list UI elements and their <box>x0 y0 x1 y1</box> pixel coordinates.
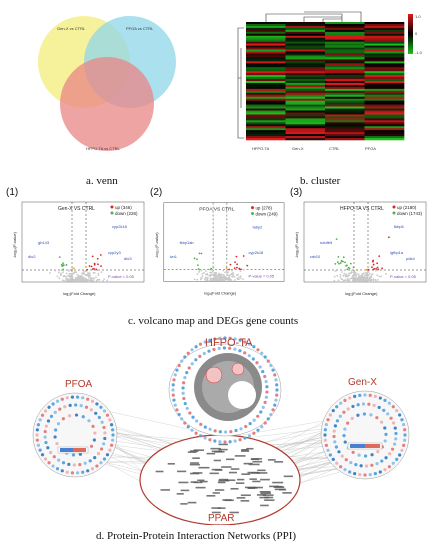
heatmap-cells <box>246 22 405 141</box>
legend-max: 1.0 <box>415 14 421 19</box>
genx-network <box>320 390 410 480</box>
ppi-caption: d. Protein-Protein Interaction Networks … <box>96 530 297 542</box>
volcano-index-2: (2) <box>150 187 163 198</box>
volcano-up-count: up (346) <box>115 205 132 210</box>
ppi-label-ppar: PPAR <box>208 513 235 524</box>
volcano-plot-1: Gen-X VS CTRL up (346) down (226) log₂(Fold… <box>8 198 148 305</box>
legend-mid: 0 <box>415 31 418 36</box>
volcano-ylabel: -log₁₀(P-value) <box>294 231 299 258</box>
volcano-up-count: up (2180) <box>397 205 417 210</box>
venn-label-pfoa: PFOA vs CTRL <box>126 26 154 31</box>
volcano-gene-label: fkbp5 <box>394 224 405 229</box>
volcano-up-count: up (278) <box>255 206 272 211</box>
volcano-gene-label: dio3 <box>124 256 132 261</box>
pfoa-network <box>32 392 118 478</box>
volcano-gene-label: ivn1 <box>170 254 177 259</box>
volcano-gene-label: fkbp1ab <box>180 240 195 245</box>
volcano-gene-label: ndufb9 <box>320 240 333 245</box>
cluster-col-hfpo: HFPO-TA <box>252 146 270 151</box>
volcano-title: Gen-X VS CTRL <box>58 206 95 212</box>
volcano-title: PFOA VS CTRL <box>199 207 234 213</box>
volcano-down-count: down (226) <box>115 211 138 216</box>
cluster-heatmap: 1.0 0 -1.0 HFPO-TA Gen-X CTRL PFOA <box>237 11 423 151</box>
ppi-network: PFOA HFPO-TA Gen-X PPAR <box>32 336 410 526</box>
venn-panel: Gen-X vs CTRL PFOA vs CTRL HFPO-TA vs CT… <box>22 8 192 168</box>
volcano-down-count: down (1743) <box>397 211 423 216</box>
volcano-pvalue: P-value = 0.05 <box>108 274 135 279</box>
volcano-gene-label: cyp2k18 <box>249 250 264 255</box>
volcano-plot-2: PFOA VS CTRL up (278) down (249) log₂(Fold … <box>150 198 288 305</box>
volcano-index-3: (3) <box>290 187 303 198</box>
volcano-ylabel: -log₁₀(P-value) <box>154 232 159 258</box>
heatmap-legend-bar <box>408 14 413 54</box>
volcano-gene-label: rab10 <box>310 254 321 259</box>
legend-min: -1.0 <box>415 50 423 55</box>
volcano-xlabel: log₂(Fold Change) <box>345 291 378 296</box>
volcano-xlabel: log₂(Fold Change) <box>63 291 96 296</box>
ppi-label-genx: Gen-X <box>348 377 377 388</box>
volcano-gene-label: cyp2y3 <box>108 250 121 255</box>
volcano-down-count: down (249) <box>255 211 278 216</box>
volcano-gene-label: pdk4 <box>406 256 415 261</box>
cluster-col-pfoa: PFOA <box>365 146 376 151</box>
cluster-panel: 1.0 0 -1.0 HFPO-TA Gen-X CTRL PFOA <box>236 8 426 160</box>
ppi-panel: PFOA HFPO-TA Gen-X PPAR <box>30 335 420 526</box>
volcano-xlabel: log₂(Fold Change) <box>204 290 237 295</box>
volcano-title: HFPO-TA VS CTRL <box>340 206 384 212</box>
volcano-gene-label: gb143 <box>38 240 50 245</box>
volcano-gene-label: fabp2 <box>253 224 263 229</box>
volcano-gene-label: dio2 <box>28 254 36 259</box>
venn-label-genx: Gen-X vs CTRL <box>57 26 86 31</box>
venn-diagram: Gen-X vs CTRL PFOA vs CTRL HFPO-TA vs CT… <box>38 16 176 151</box>
volcano-pvalue: P-value = 0.05 <box>249 274 275 279</box>
volcano-ylabel: -log₁₀(P-value) <box>12 231 17 258</box>
volcano-caption: c. volcano map and DEGs gene counts <box>128 315 299 327</box>
cluster-caption: b. cluster <box>300 175 341 187</box>
volcano-gene-label: cyp2k18 <box>112 224 128 229</box>
volcano-gene-label: igfbp1a <box>390 250 404 255</box>
hfpo-network <box>168 336 282 444</box>
volcano-pvalue: P-value = 0.05 <box>390 274 417 279</box>
ppi-label-hfpo: HFPO-TA <box>205 337 253 349</box>
venn-label-hfpo: HFPO-TA vs CTRL <box>86 146 120 151</box>
cluster-col-ctrl: CTRL <box>329 146 340 151</box>
venn-caption: a. venn <box>86 175 118 187</box>
venn-set-hfpo <box>60 57 154 151</box>
volcano-plot-3: HFPO-TA VS CTRL up (2180) down (1743) log₂(… <box>290 198 430 305</box>
volcano-index-1: (1) <box>6 187 19 198</box>
cluster-col-genx: Gen-X <box>292 146 304 151</box>
ppi-label-pfoa: PFOA <box>65 379 93 390</box>
